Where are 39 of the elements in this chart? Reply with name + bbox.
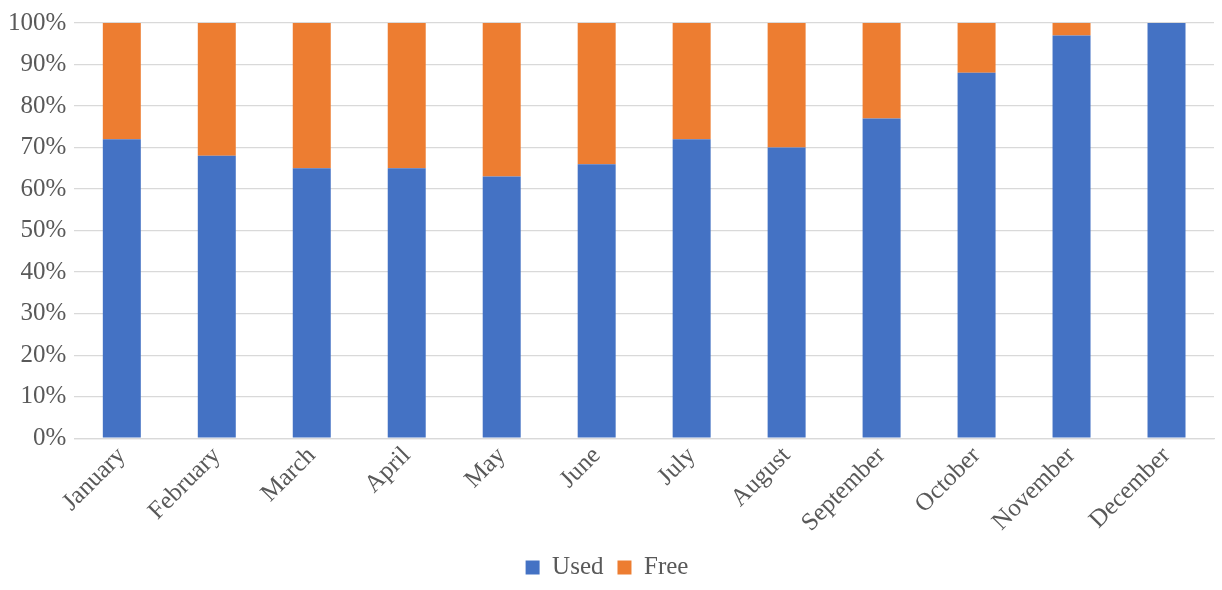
bar [292, 23, 331, 169]
y-tick-label: 80% [20, 90, 67, 118]
x-tick-label: June [553, 440, 605, 493]
bar [577, 164, 616, 438]
legend-label: Used [552, 552, 604, 580]
y-tick-label: 40% [20, 256, 67, 284]
bar [767, 23, 806, 148]
y-tick-label: 50% [20, 215, 67, 243]
bar [1147, 23, 1186, 438]
bar [387, 168, 426, 438]
bar [957, 72, 996, 438]
y-tick-label: 30% [20, 298, 67, 326]
bar [767, 147, 806, 438]
bar [102, 23, 141, 140]
bar [672, 139, 711, 438]
bar [482, 176, 521, 438]
x-tick-label: May [458, 440, 511, 493]
y-tick-label: 70% [20, 132, 67, 160]
y-tick-label: 20% [20, 339, 67, 367]
y-tick-label: 60% [20, 173, 67, 201]
bar [1052, 35, 1091, 438]
bar [1052, 23, 1091, 36]
bar [862, 118, 901, 438]
bar [577, 23, 616, 165]
x-tick-label: July [651, 440, 701, 490]
bar [672, 23, 711, 140]
y-tick-label: 10% [20, 381, 67, 409]
y-tick-label: 0% [33, 422, 67, 450]
bar [482, 23, 521, 177]
bar [387, 23, 426, 169]
bar [102, 139, 141, 438]
y-tick-label: 100% [8, 7, 67, 35]
bar [957, 23, 996, 73]
bar [197, 155, 236, 438]
bar [862, 23, 901, 119]
bar [292, 168, 331, 438]
legend-label: Free [643, 552, 689, 580]
bar [197, 23, 236, 156]
y-tick-label: 90% [20, 49, 67, 77]
